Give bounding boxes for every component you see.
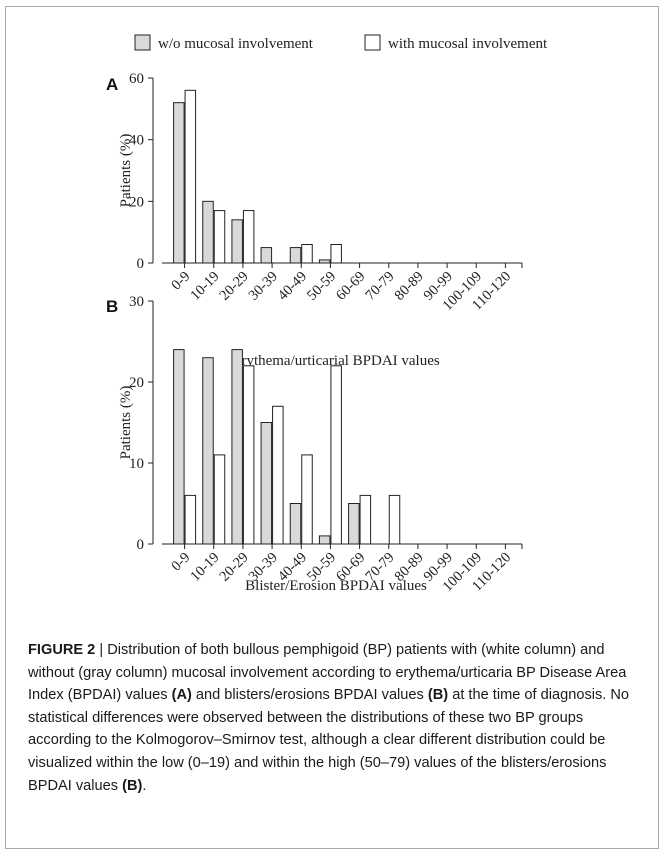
y-tick-label: 40 [129,133,144,149]
bar-without-mucosal [318,535,331,545]
panel-label: B [106,297,118,316]
bar-without-mucosal [348,503,360,545]
bar-with-mucosal [272,405,284,545]
bar-with-mucosal [242,210,255,264]
y-tick-label: 20 [129,194,144,210]
bar-with-mucosal [242,365,255,545]
bar-without-mucosal [173,102,185,264]
bar-with-mucosal [213,454,226,545]
bar-without-mucosal [289,247,302,264]
y-axis-title: Patients (%) [118,386,134,460]
bar-without-mucosal [289,503,302,545]
bar-without-mucosal [318,259,331,264]
y-tick-label: 10 [129,456,144,472]
x-axis-title: Blister/Erosion BPDAI values [245,578,427,594]
figure-svg: w/o mucosal involvement with mucosal inv… [106,34,548,595]
legend-swatch-with-mucosal [364,34,381,51]
legend-label-with-mucosal: with mucosal involvement [388,36,548,52]
x-axis-title: Erythema/urticarial BPDAI values [232,353,440,369]
figure-caption: FIGURE 2 | Distribution of both bullous … [28,639,640,797]
caption-ref-b-2: (B) [122,777,143,794]
bar-without-mucosal [231,219,243,264]
bar-with-mucosal [359,494,372,545]
x-tick-label: 70-79 [362,269,397,304]
caption-text-4: . [142,777,147,794]
y-tick-label: 0 [137,537,145,553]
x-tick-label: 30-39 [246,269,281,304]
bar-without-mucosal [202,357,214,545]
x-tick-label: 60-69 [333,269,368,304]
x-tick-label: 10-19 [187,550,222,585]
bar-without-mucosal [231,349,243,545]
caption-text-2: and blisters/erosions BPDAI values [191,687,428,704]
bar-without-mucosal [260,247,273,264]
bar-with-mucosal [213,210,226,264]
bar-with-mucosal [301,244,313,264]
bar-without-mucosal [260,422,273,545]
y-tick-label: 30 [129,294,144,310]
bar-with-mucosal [184,89,197,264]
bar-without-mucosal [173,349,185,545]
legend: w/o mucosal involvement with mucosal inv… [134,34,548,52]
bar-with-mucosal [330,365,342,545]
bar-with-mucosal [330,244,342,264]
bar-with-mucosal [184,494,197,545]
y-tick-label: 20 [129,375,144,391]
x-tick-label: 20-29 [217,269,252,304]
legend-swatch-without-mucosal [134,34,151,51]
bar-without-mucosal [202,200,214,264]
x-tick-label: 40-49 [275,269,310,304]
caption-ref-a: (A) [171,687,192,704]
y-tick-label: 60 [129,71,144,87]
x-tick-label: 80-89 [392,269,427,304]
y-axis-title: Patients (%) [118,134,134,208]
caption-text-1: Distribution of both bullous pemphigoid … [28,642,627,704]
x-tick-label: 10-19 [187,269,222,304]
y-tick-label: 0 [137,256,145,272]
caption-figure-label: FIGURE 2 [28,642,96,658]
caption-ref-b-1: (B) [427,687,449,704]
caption-separator: | [95,642,108,658]
figure-panel: w/o mucosal involvement with mucosal inv… [5,6,659,849]
caption-text-3: at the time of diagnosis. No statistical… [28,687,630,794]
panel-label: A [106,75,118,94]
bar-with-mucosal [388,494,401,545]
x-tick-label: 50-59 [304,269,339,304]
legend-label-without-mucosal: w/o mucosal involvement [158,36,314,52]
bar-with-mucosal [301,454,313,545]
